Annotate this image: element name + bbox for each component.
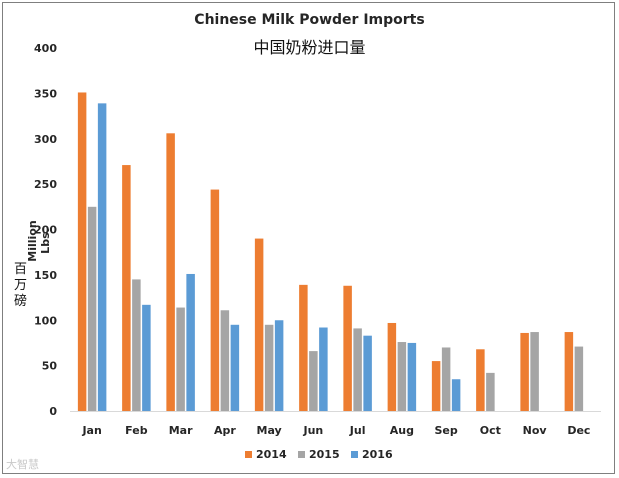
bar-2015-nov <box>530 332 539 411</box>
y-tick-label: 0 <box>49 405 57 418</box>
bar-2015-sep <box>441 347 451 411</box>
bar-2014-mar <box>166 133 175 411</box>
bar-2015-may <box>264 324 274 411</box>
bar-2015-aug <box>397 342 407 411</box>
bar-2015-jul <box>353 328 362 411</box>
y-tick-label: 200 <box>34 224 57 237</box>
x-tick-label: Sep <box>434 424 457 437</box>
bar-2016-mar <box>186 273 195 411</box>
bar-2014-apr <box>210 189 220 411</box>
bar-2014-oct <box>476 349 485 411</box>
bar-2015-apr <box>220 310 230 411</box>
bar-2015-jun <box>309 351 318 411</box>
bar-2014-feb <box>122 165 131 411</box>
bar-2015-jan <box>87 206 97 411</box>
x-tick-label: Jun <box>302 424 323 437</box>
x-tick-label: Feb <box>125 424 148 437</box>
x-tick-label: Nov <box>523 424 548 437</box>
legend-swatch-2014 <box>245 451 252 458</box>
y-tick-label: 350 <box>34 87 57 100</box>
legend-label-2015: 2015 <box>309 448 340 461</box>
y-tick-label: 400 <box>34 42 57 55</box>
bar-2014-jun <box>299 284 308 411</box>
y-axis-label-chinese: 百万磅 <box>14 262 28 309</box>
x-tick-label: Jul <box>349 424 366 437</box>
x-tick-label: Oct <box>480 424 501 437</box>
legend-swatch-2016 <box>351 451 358 458</box>
bar-2016-aug <box>407 342 417 411</box>
bar-2016-may <box>274 320 284 411</box>
bar-2014-nov <box>520 332 529 411</box>
bar-2015-dec <box>574 346 584 411</box>
bar-2014-sep <box>431 361 441 411</box>
legend-label-2016: 2016 <box>362 448 393 461</box>
legend-swatch-2015 <box>298 451 305 458</box>
x-tick-label: May <box>257 424 282 437</box>
y-tick-label: 100 <box>34 314 57 327</box>
x-tick-label: Apr <box>214 424 236 437</box>
bar-2014-jan <box>77 92 87 411</box>
bar-2015-mar <box>176 307 185 411</box>
bar-2016-apr <box>230 324 240 411</box>
x-tick-label: Jan <box>81 424 101 437</box>
bar-2015-feb <box>132 279 141 411</box>
y-tick-label: 300 <box>34 133 57 146</box>
bar-2016-sep <box>451 379 461 411</box>
y-tick-label: 150 <box>34 269 57 282</box>
bar-2014-may <box>254 238 264 411</box>
bar-2016-feb <box>142 304 151 411</box>
chart-subtitle: 中国奶粉进口量 <box>253 38 366 57</box>
bar-2014-dec <box>564 332 574 411</box>
bar-2014-aug <box>387 322 397 411</box>
bar-2016-jul <box>363 335 372 411</box>
bar-2015-oct <box>486 372 495 411</box>
bar-2016-jan <box>97 103 107 412</box>
bar-2016-jun <box>319 327 328 411</box>
x-tick-label: Aug <box>390 424 414 437</box>
x-tick-label: Mar <box>169 424 193 437</box>
y-tick-label: 50 <box>42 360 58 373</box>
watermark: 大智慧 <box>6 458 39 471</box>
chart-title: Chinese Milk Powder Imports <box>194 12 425 28</box>
x-tick-label: Dec <box>567 424 590 437</box>
y-tick-label: 250 <box>34 178 57 191</box>
bar-2014-jul <box>343 285 352 411</box>
legend-label-2014: 2014 <box>256 448 287 461</box>
